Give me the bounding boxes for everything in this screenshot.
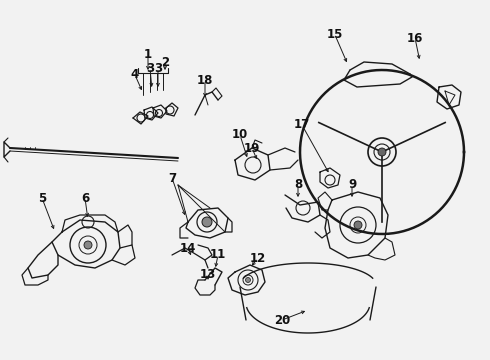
Text: 6: 6 (81, 192, 89, 204)
Text: 8: 8 (294, 179, 302, 192)
Circle shape (354, 221, 362, 229)
Text: 13: 13 (200, 269, 216, 282)
Text: 1: 1 (144, 49, 152, 62)
Text: 14: 14 (180, 242, 196, 255)
Text: 16: 16 (407, 31, 423, 45)
Text: 5: 5 (38, 192, 46, 204)
Text: 18: 18 (197, 73, 213, 86)
Text: 7: 7 (168, 171, 176, 184)
Text: 2: 2 (161, 55, 169, 68)
Text: 11: 11 (210, 248, 226, 261)
Text: 15: 15 (327, 28, 343, 41)
Text: 17: 17 (294, 118, 310, 131)
Circle shape (245, 278, 250, 283)
Text: 12: 12 (250, 252, 266, 265)
Text: 3: 3 (154, 62, 162, 75)
Text: 20: 20 (274, 314, 290, 327)
Text: 10: 10 (232, 129, 248, 141)
Text: 4: 4 (131, 68, 139, 81)
Text: 3: 3 (146, 62, 154, 75)
Text: 19: 19 (244, 141, 260, 154)
Circle shape (84, 241, 92, 249)
Circle shape (378, 148, 386, 156)
Circle shape (202, 217, 212, 227)
Text: 9: 9 (348, 179, 356, 192)
